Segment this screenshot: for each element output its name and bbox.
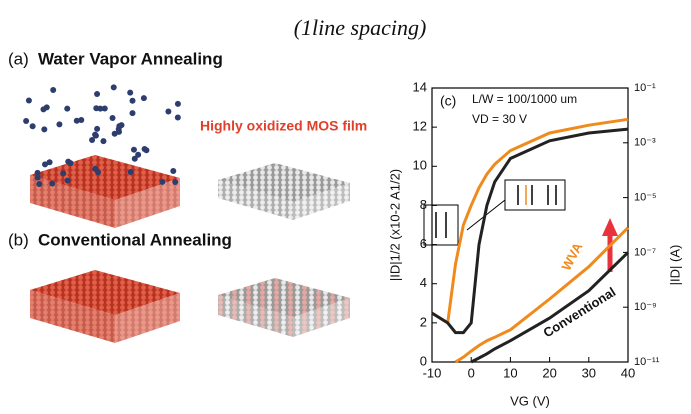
molecule (74, 118, 80, 124)
molecule (129, 110, 135, 116)
series-label: Conventional (540, 284, 618, 340)
molecule (142, 146, 148, 152)
annotation: L/W = 100/1000 um (472, 92, 577, 106)
molecule (110, 115, 116, 121)
molecule (130, 98, 136, 104)
molecule (41, 126, 47, 132)
molecule (23, 118, 29, 124)
plot-frame (432, 88, 628, 362)
molecule (44, 104, 50, 110)
molecule (92, 132, 98, 138)
molecule (65, 178, 71, 184)
y-tick-label: 10 (413, 158, 427, 173)
annotations (424, 180, 618, 272)
panel-label: (c) (440, 93, 456, 109)
molecule (111, 84, 117, 90)
molecule (175, 114, 181, 120)
y2-tick-label: 10⁻⁷ (634, 246, 656, 258)
molecule (97, 106, 103, 112)
molecule (131, 147, 137, 153)
panel-label: (a) (8, 49, 29, 68)
molecule (65, 159, 71, 165)
y2-axis-label: |ID| (A) (667, 245, 682, 286)
header-note: (1line spacing) (294, 15, 427, 40)
page: {"header": {"note": "(1line spacing)"}, … (0, 0, 691, 414)
panel-title: Water Vapor Annealing (38, 49, 223, 68)
y2-tick-label: 10⁻⁵ (634, 192, 657, 204)
molecule (141, 95, 147, 101)
annotation: VD = 30 V (472, 112, 527, 126)
molecule (116, 129, 122, 135)
y2-tick-label: 10⁻¹ (634, 82, 656, 94)
molecule (100, 138, 106, 144)
y-tick-label: 4 (420, 275, 427, 290)
molecule (36, 181, 42, 187)
molecule (95, 169, 101, 175)
panel-label: (b) (8, 230, 29, 249)
y-tick-label: 2 (420, 314, 427, 329)
series-line (471, 252, 628, 362)
y-axis-label: |ID|1/2 (x10-2 A1/2) (387, 169, 402, 281)
y-tick-label: 12 (413, 119, 427, 134)
molecule (175, 101, 181, 107)
series-label: WVA (558, 240, 585, 274)
y-tick-label: 6 (420, 236, 427, 251)
molecule (172, 179, 178, 185)
molecule (56, 121, 62, 127)
y2-tick-label: 10⁻¹¹ (634, 356, 660, 368)
molecule (64, 106, 70, 112)
molecule (127, 90, 133, 96)
figure: (1line spacing) (a) Water Vapor Annealin… (0, 0, 691, 414)
y2-tick-label: 10⁻³ (634, 137, 656, 149)
x-tick-label: 0 (468, 365, 475, 380)
molecule (128, 169, 134, 175)
molecule (94, 91, 100, 97)
molecule (49, 181, 55, 187)
y2-tick-label: 10⁻⁹ (634, 301, 657, 313)
molecule (165, 108, 171, 114)
x-tick-label: 30 (582, 365, 596, 380)
molecule (170, 168, 176, 174)
film-label: Highly oxidized MOS film (200, 118, 367, 134)
molecule (94, 126, 100, 132)
x-tick-label: 20 (542, 365, 556, 380)
molecule (35, 175, 41, 181)
x-axis-label: VG (V) (510, 393, 550, 408)
molecule (89, 137, 95, 143)
molecule (42, 161, 48, 167)
molecule (50, 87, 56, 93)
molecule (159, 179, 165, 185)
molecule (135, 152, 141, 158)
molecule (30, 123, 36, 129)
x-tick-label: 10 (503, 365, 517, 380)
molecule (60, 170, 66, 176)
panel-title: Conventional Annealing (38, 230, 232, 249)
y-tick-label: 8 (420, 197, 427, 212)
y-tick-label: 0 (420, 353, 427, 368)
molecule (26, 97, 32, 103)
y-tick-label: 14 (413, 79, 427, 94)
